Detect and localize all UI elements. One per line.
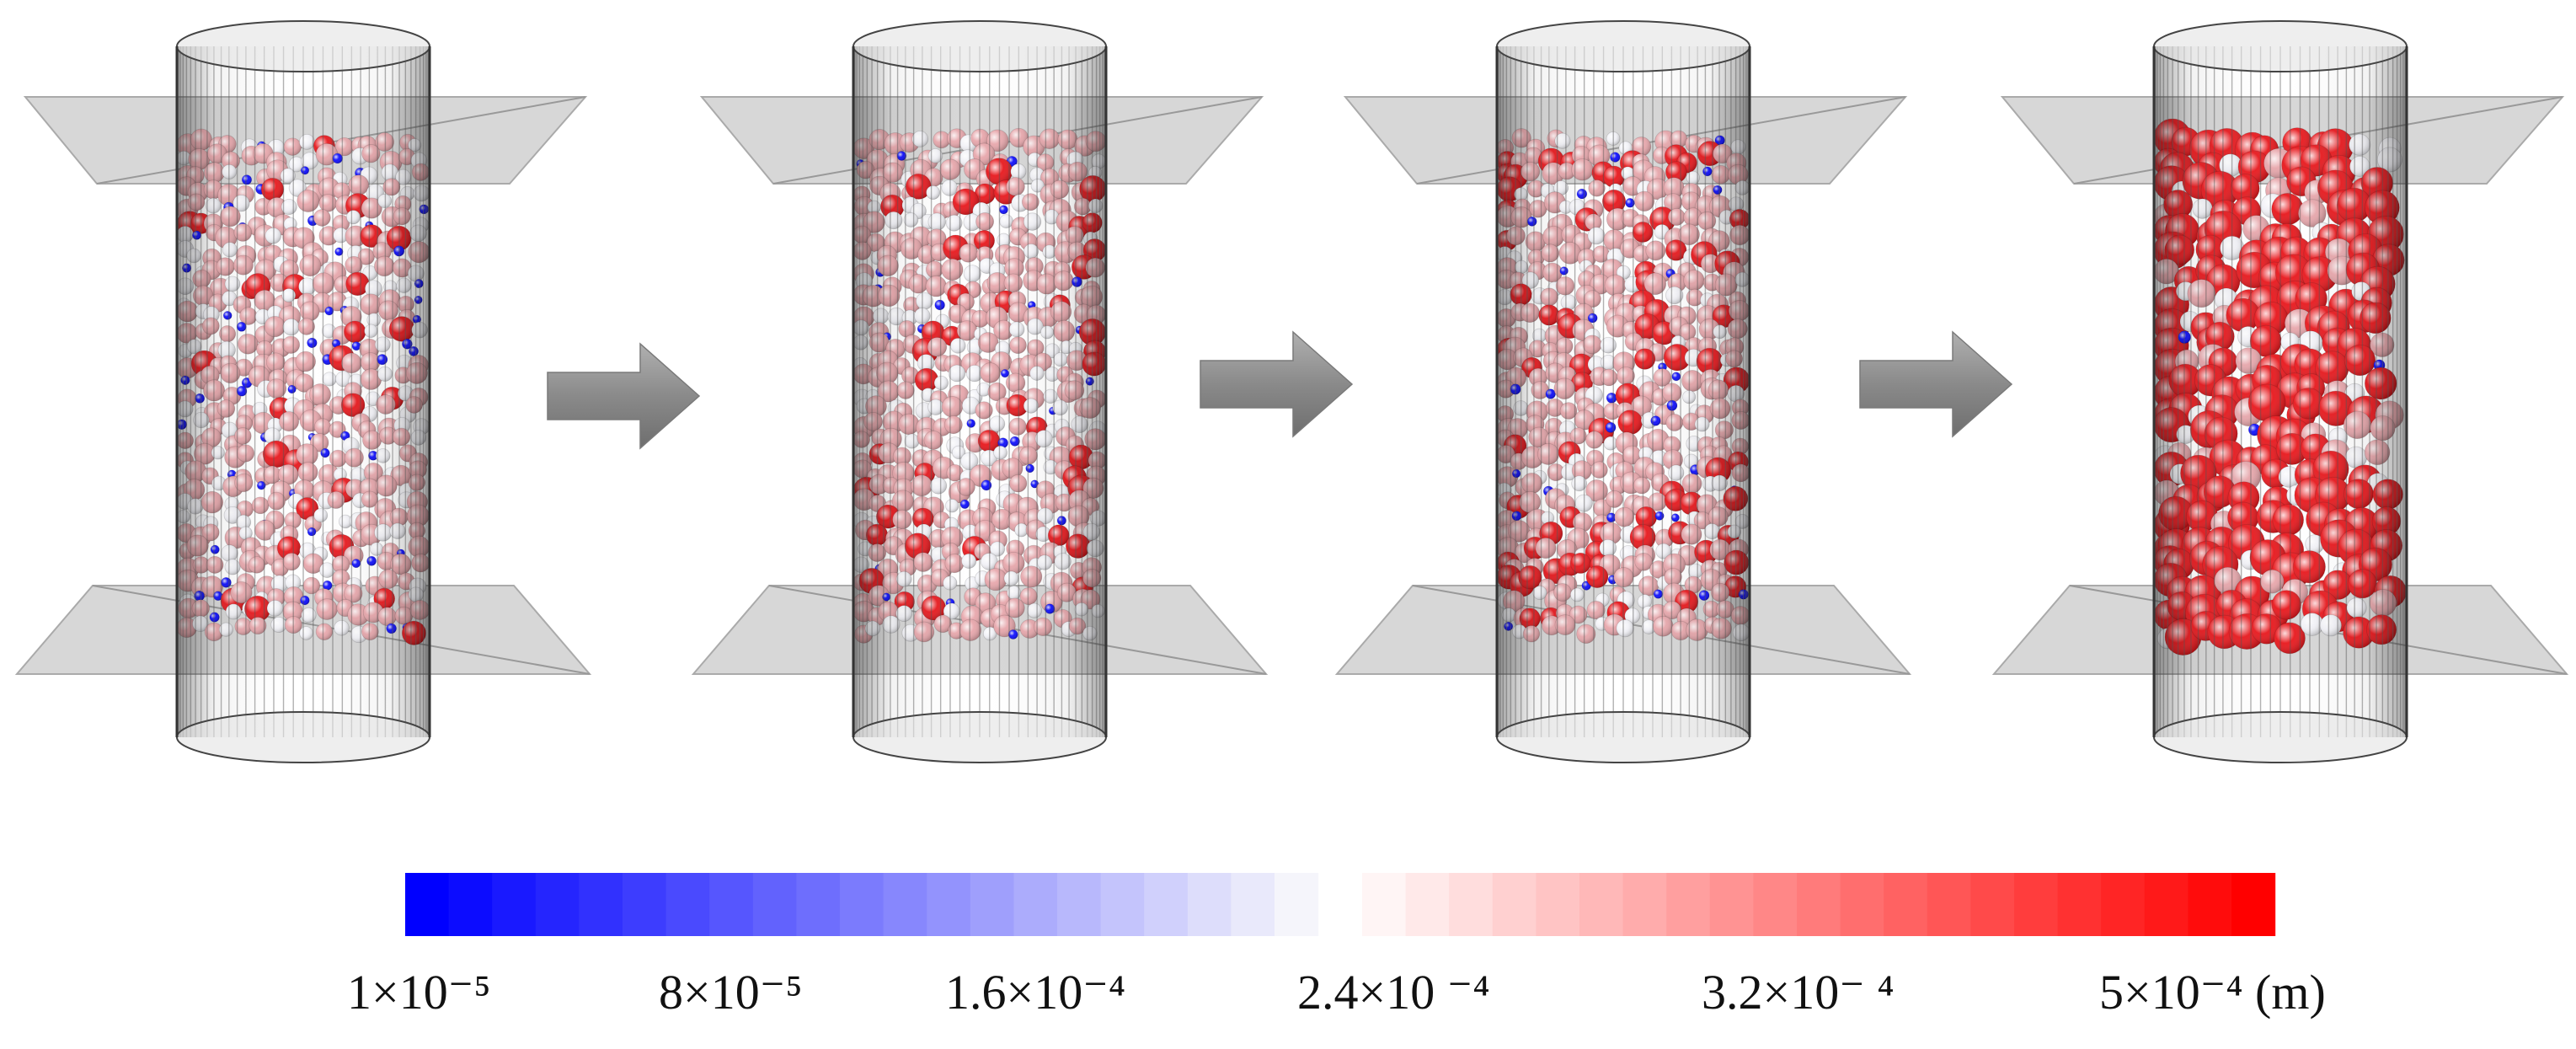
cylinder-bottom-cap <box>2153 711 2408 763</box>
cylinder-bottom-cap <box>176 711 430 763</box>
colorbar-cell <box>535 873 580 936</box>
cylinder-shading <box>177 46 430 737</box>
colorbar-tick-labels: 1×10⁻⁵ 8×10⁻⁵ 1.6×10⁻⁴ 2.4×10 ⁻⁴ 3.2×10⁻… <box>347 965 2326 1020</box>
colorbar-cell <box>2101 873 2146 936</box>
arrow-icon-1 <box>547 342 701 450</box>
colorbar-cell <box>1100 873 1145 936</box>
cylinder-wall <box>1495 20 1751 763</box>
cylinder-bottom-cap <box>852 711 1107 763</box>
cylinder-wall <box>852 20 1108 763</box>
colorbar-cells <box>405 873 2276 936</box>
cylinder-wall <box>2152 20 2408 763</box>
colorbar-cell <box>2188 873 2232 936</box>
colorbar-cell <box>1579 873 1624 936</box>
arrow-icon-3 <box>1859 330 2013 438</box>
cylinder-top-cap <box>1496 20 1750 72</box>
arrow-icon-2 <box>1200 330 1354 438</box>
colorbar-cell <box>1187 873 1232 936</box>
colorbar-cell <box>1753 873 1798 936</box>
cylinder-top-cap <box>2153 20 2408 72</box>
tick-label-6: 5×10⁻⁴ (m) <box>2099 965 2326 1020</box>
colorbar-cell <box>1013 873 1058 936</box>
colorbar-cell <box>927 873 971 936</box>
colorbar-cell <box>970 873 1014 936</box>
colorbar-cell <box>2057 873 2102 936</box>
colorbar-cell <box>2014 873 2059 936</box>
colorbar-cell <box>2231 873 2276 936</box>
colorbar-cell <box>1709 873 1754 936</box>
colorbar-cell <box>1884 873 1928 936</box>
colorbar-cell <box>492 873 537 936</box>
colorbar-cell <box>1970 873 2015 936</box>
colorbar-cell <box>1362 873 1407 936</box>
specimen-3 <box>1334 20 1912 763</box>
colorbar-cell <box>2144 873 2189 936</box>
cylinder-bottom-cap <box>1496 711 1750 763</box>
cylinder-wall <box>175 20 431 763</box>
colorbar: 1×10⁻⁵ 8×10⁻⁵ 1.6×10⁻⁴ 2.4×10 ⁻⁴ 3.2×10⁻… <box>347 873 2326 1020</box>
cylinder-top-cap <box>852 20 1107 72</box>
colorbar-cell <box>1840 873 1884 936</box>
stage-arrows <box>547 330 2013 450</box>
colorbar-cell <box>840 873 884 936</box>
specimen-stages <box>14 20 2569 763</box>
specimen-1 <box>14 20 592 763</box>
colorbar-cell <box>883 873 927 936</box>
colorbar-cell <box>1536 873 1580 936</box>
colorbar-cell <box>796 873 841 936</box>
colorbar-cell <box>1449 873 1494 936</box>
tick-label-2: 8×10⁻⁵ <box>659 965 803 1020</box>
colorbar-cell <box>623 873 667 936</box>
colorbar-cell <box>709 873 754 936</box>
colorbar-cell <box>752 873 797 936</box>
tick-label-1: 1×10⁻⁵ <box>347 965 491 1020</box>
colorbar-cell <box>1405 873 1450 936</box>
colorbar-cell <box>1057 873 1102 936</box>
colorbar-cell <box>579 873 623 936</box>
colorbar-cell <box>1622 873 1667 936</box>
tick-label-5: 3.2×10⁻ ⁴ <box>1702 965 1895 1020</box>
tick-label-4: 2.4×10 ⁻⁴ <box>1297 965 1490 1020</box>
colorbar-cell <box>1927 873 1971 936</box>
specimen-2 <box>691 20 1269 763</box>
colorbar-cell <box>1275 873 1319 936</box>
specimen-4 <box>1991 20 2569 763</box>
colorbar-cell <box>1492 873 1537 936</box>
colorbar-cell <box>1666 873 1711 936</box>
cylinder-top-cap <box>176 20 430 72</box>
colorbar-cell <box>1144 873 1189 936</box>
colorbar-cell <box>665 873 710 936</box>
colorbar-cell <box>448 873 493 936</box>
colorbar-cell <box>405 873 450 936</box>
tick-label-3: 1.6×10⁻⁴ <box>945 965 1125 1020</box>
colorbar-cell <box>1797 873 1841 936</box>
colorbar-cell <box>1231 873 1275 936</box>
